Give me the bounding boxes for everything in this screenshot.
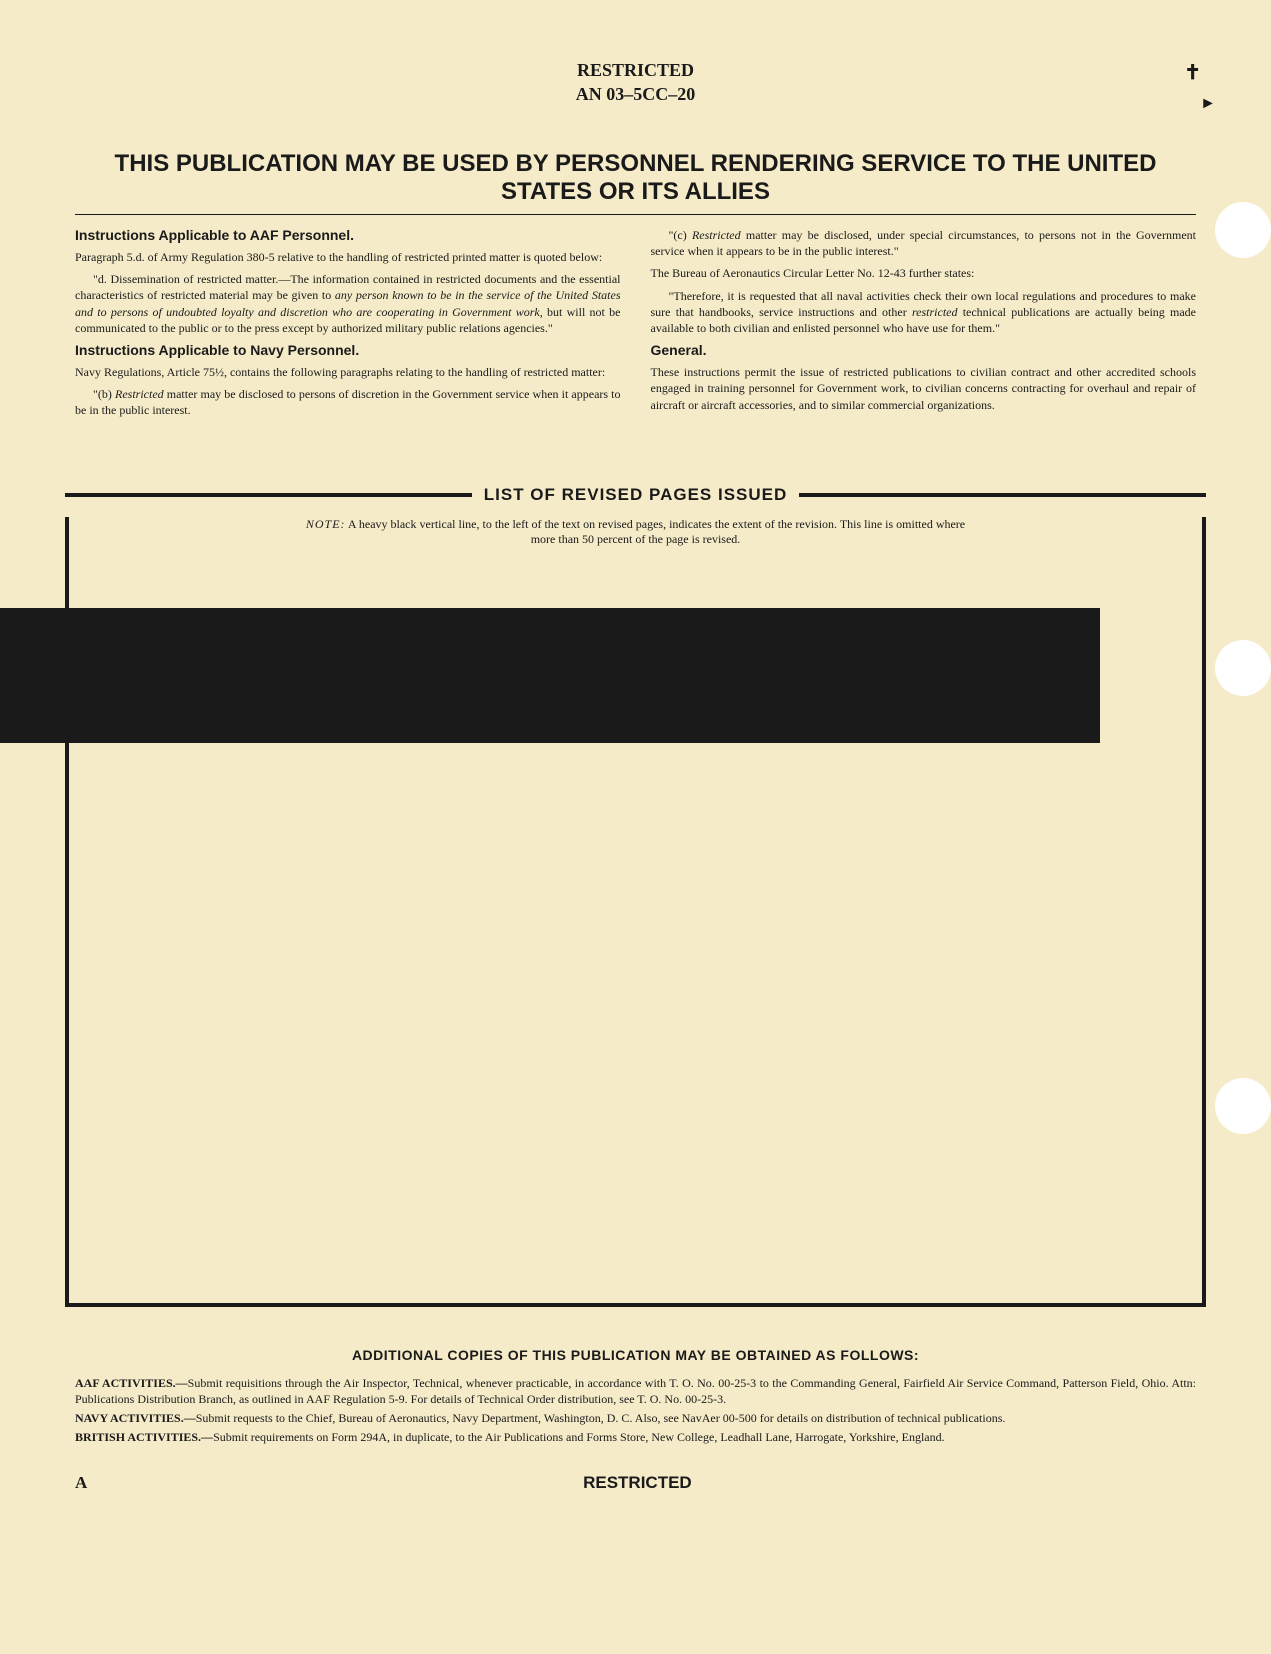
footer-navy-text: Submit requests to the Chief, Bureau of …	[196, 1411, 1006, 1425]
footer-section: ADDITIONAL COPIES OF THIS PUBLICATION MA…	[75, 1347, 1196, 1446]
footer-aaf: AAF ACTIVITIES.—Submit requisitions thro…	[75, 1375, 1196, 1407]
aaf-para2: "d. Dissemination of restricted matter.—…	[75, 271, 621, 336]
navy-heading: Instructions Applicable to Navy Personne…	[75, 342, 621, 358]
revised-line-left	[65, 493, 472, 497]
footer-british-text: Submit requirements on Form 294A, in dup…	[213, 1430, 945, 1444]
navy-para1: Navy Regulations, Article 75½, contains …	[75, 364, 621, 380]
revised-note: NOTE: A heavy black vertical line, to th…	[296, 517, 976, 548]
revised-note-label: NOTE:	[306, 517, 346, 531]
decoration-mark: ✝	[1184, 60, 1201, 85]
aaf-para1: Paragraph 5.d. of Army Regulation 380-5 …	[75, 249, 621, 265]
header-classification: RESTRICTED	[75, 60, 1196, 81]
redaction-bar	[0, 608, 1100, 743]
right-p3-italic: restricted	[912, 305, 958, 319]
navy-p4-prefix: "(b)	[93, 387, 115, 401]
content-columns: Instructions Applicable to AAF Personnel…	[75, 227, 1196, 425]
binder-hole	[1215, 1078, 1271, 1134]
right-para3: "Therefore, it is requested that all nav…	[651, 288, 1197, 337]
navy-para2: "(b) Restricted matter may be disclosed …	[75, 386, 621, 418]
header-doc-number: AN 03–5CC–20	[75, 84, 1196, 105]
right-p1-italic: Restricted	[692, 228, 741, 242]
main-title: THIS PUBLICATION MAY BE USED BY PERSONNE…	[75, 150, 1196, 215]
left-column: Instructions Applicable to AAF Personnel…	[75, 227, 621, 425]
footer-aaf-text: Submit requisitions through the Air Insp…	[75, 1376, 1196, 1406]
revised-note-text: A heavy black vertical line, to the left…	[346, 517, 966, 547]
binder-hole	[1215, 640, 1271, 696]
navy-p4-italic: Restricted	[115, 387, 164, 401]
right-para1: "(c) Restricted matter may be disclosed,…	[651, 227, 1197, 259]
bottom-classification: RESTRICTED	[583, 1473, 692, 1493]
footer-british-label: BRITISH ACTIVITIES.—	[75, 1430, 213, 1444]
right-para2: The Bureau of Aeronautics Circular Lette…	[651, 265, 1197, 281]
decoration-mark2: ►	[1200, 95, 1216, 113]
bottom-row: A RESTRICTED	[75, 1473, 1196, 1493]
footer-navy: NAVY ACTIVITIES.—Submit requests to the …	[75, 1410, 1196, 1426]
binder-hole	[1215, 202, 1271, 258]
footer-aaf-label: AAF ACTIVITIES.—	[75, 1376, 188, 1390]
general-heading: General.	[651, 342, 1197, 358]
bottom-spacer	[1188, 1473, 1197, 1493]
bottom-letter: A	[75, 1473, 87, 1493]
general-para: These instructions permit the issue of r…	[651, 364, 1197, 413]
right-p1-prefix: "(c)	[669, 228, 692, 242]
footer-navy-label: NAVY ACTIVITIES.—	[75, 1411, 196, 1425]
aaf-heading: Instructions Applicable to AAF Personnel…	[75, 227, 621, 243]
right-column: "(c) Restricted matter may be disclosed,…	[651, 227, 1197, 425]
revised-line-right	[799, 493, 1206, 497]
revised-title: LIST OF REVISED PAGES ISSUED	[472, 485, 800, 505]
footer-british: BRITISH ACTIVITIES.—Submit requirements …	[75, 1429, 1196, 1445]
footer-title: ADDITIONAL COPIES OF THIS PUBLICATION MA…	[75, 1347, 1196, 1363]
revised-title-row: LIST OF REVISED PAGES ISSUED	[65, 485, 1206, 505]
